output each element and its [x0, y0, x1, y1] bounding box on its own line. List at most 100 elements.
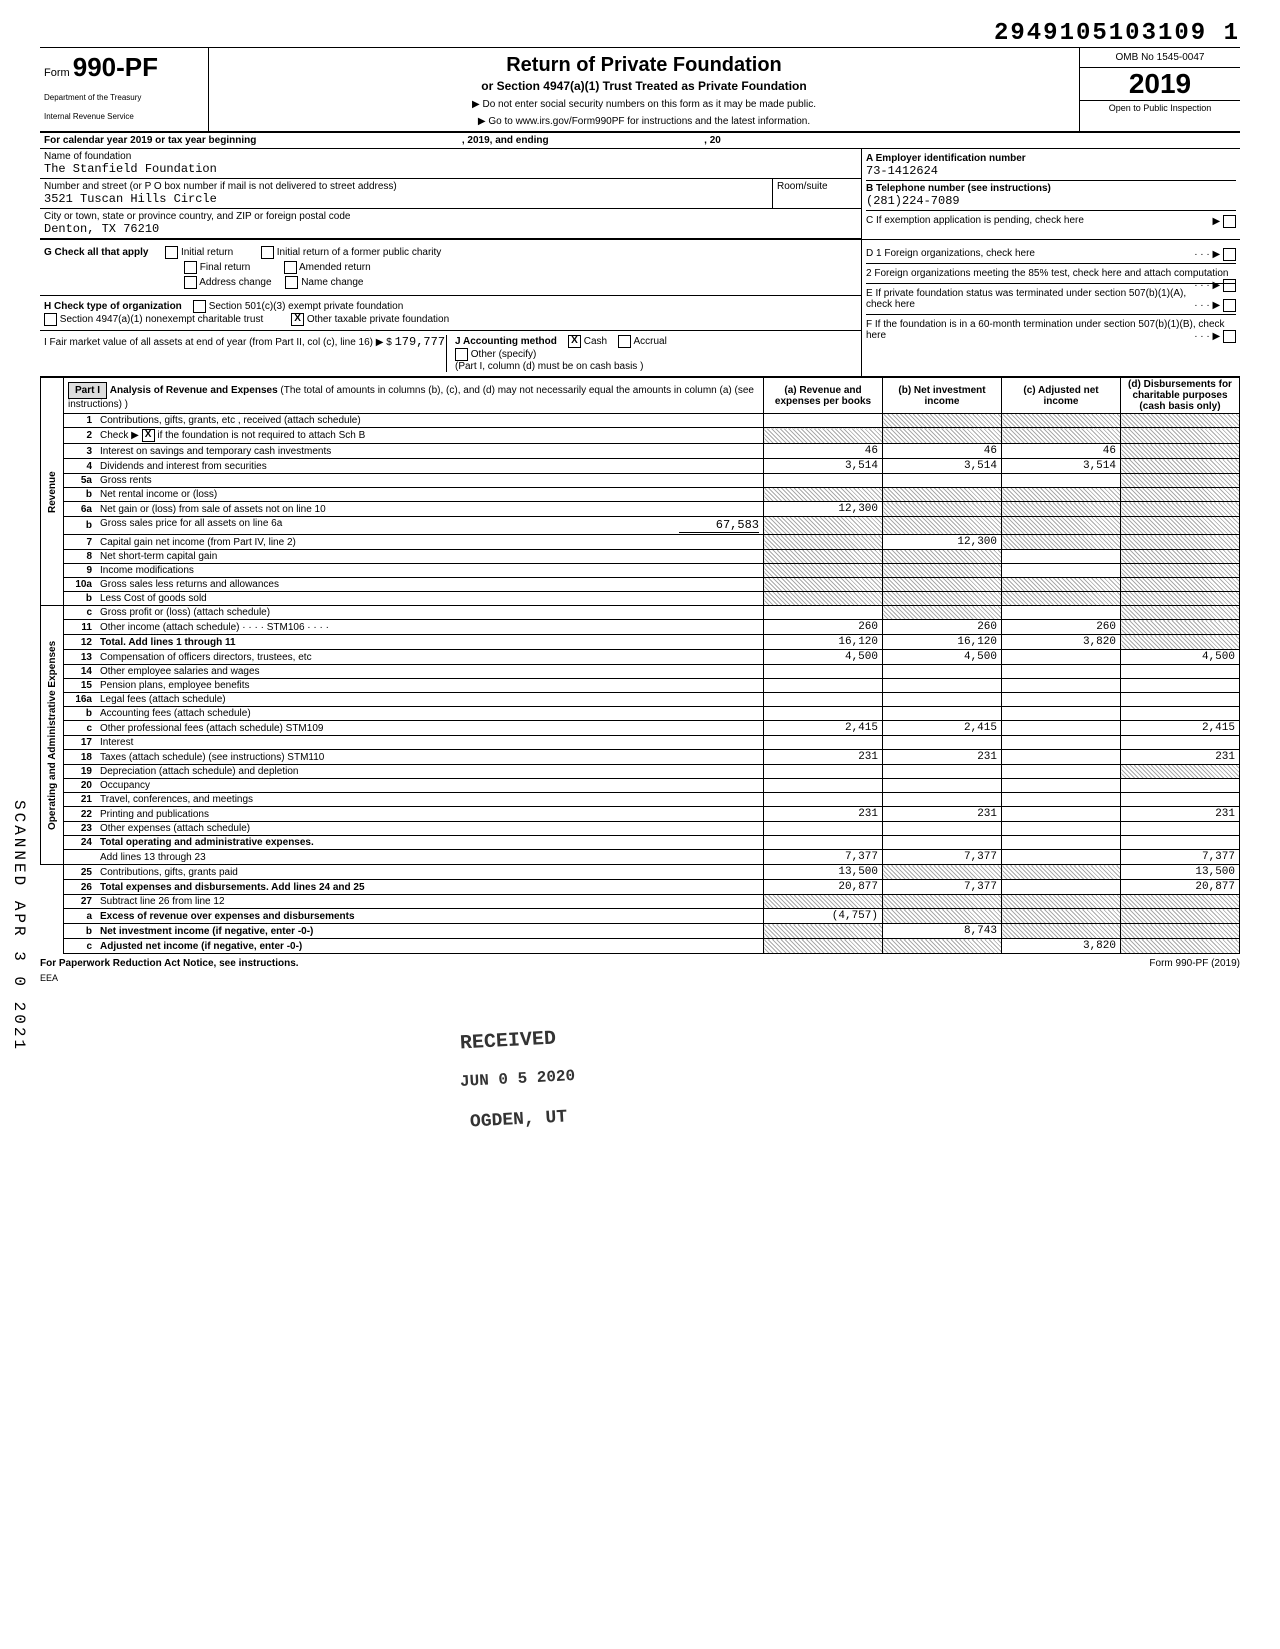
checkbox-e[interactable] — [1223, 299, 1236, 312]
omb-number: OMB No 1545-0047 — [1080, 48, 1240, 68]
part1-note: (Part I, column (d) must be on cash basi… — [455, 361, 643, 372]
line-9: Income modifications — [96, 564, 764, 578]
section-d2: 2 Foreign organizations meeting the 85% … — [866, 268, 1228, 279]
section-e: E If private foundation status was termi… — [866, 288, 1186, 310]
checkbox-501c3[interactable] — [193, 300, 206, 313]
part1-title: Analysis of Revenue and Expenses — [110, 385, 278, 396]
part1-header: Part I — [68, 382, 107, 399]
line-25: Contributions, gifts, grants paid — [96, 865, 764, 880]
form-header: Form 990-PF Department of the Treasury I… — [40, 47, 1240, 133]
page-footer: For Paperwork Reduction Act Notice, see … — [40, 958, 1240, 969]
part1-table: Revenue Part I Analysis of Revenue and E… — [40, 377, 1240, 954]
checkbox-amended[interactable] — [284, 261, 297, 274]
line-4: Dividends and interest from securities — [96, 459, 764, 474]
checkbox-4947[interactable] — [44, 313, 57, 326]
line-1: Contributions, gifts, grants, etc , rece… — [96, 414, 764, 428]
footer-form: Form 990-PF (2019) — [1149, 958, 1240, 969]
line-2: Check ▶ X if the foundation is not requi… — [96, 428, 764, 444]
fmv-value: 179,777 — [395, 335, 445, 349]
line-7: Capital gain net income (from Part IV, l… — [96, 535, 764, 550]
line-17: Interest — [96, 736, 764, 750]
col-b-header: (b) Net investment income — [883, 378, 1002, 414]
line-3: Interest on savings and temporary cash i… — [96, 444, 764, 459]
phone-label: B Telephone number (see instructions) — [866, 183, 1236, 194]
line-22: Printing and publications — [96, 807, 764, 822]
line-5b: Net rental income or (loss) — [96, 488, 764, 502]
line-19: Depreciation (attach schedule) and deple… — [96, 765, 764, 779]
checkbox-cash[interactable]: X — [568, 335, 581, 348]
room-label: Room/suite — [777, 181, 857, 192]
checkbox-other-method[interactable] — [455, 348, 468, 361]
addr-label: Number and street (or P O box number if … — [44, 181, 768, 192]
checkbox-other-taxable[interactable]: X — [291, 313, 304, 326]
col-a-header: (a) Revenue and expenses per books — [764, 378, 883, 414]
foundation-name: The Stanfield Foundation — [44, 162, 857, 176]
section-d1: D 1 Foreign organizations, check here — [866, 248, 1035, 259]
line-27c: Adjusted net income (if negative, enter … — [96, 939, 764, 954]
checkbox-f[interactable] — [1223, 330, 1236, 343]
footer-paperwork: For Paperwork Reduction Act Notice, see … — [40, 958, 299, 969]
received-date-stamp: JUN 0 5 2020 — [460, 1067, 576, 1091]
document-id-number: 2949105103109 1 — [40, 20, 1240, 47]
line-18: Taxes (attach schedule) (see instruction… — [96, 750, 764, 765]
received-stamp: RECEIVED — [459, 1028, 556, 1056]
name-label: Name of foundation — [44, 151, 857, 162]
line-27b: Net investment income (if negative, ente… — [96, 924, 764, 939]
form-title: Return of Private Foundation — [213, 54, 1075, 77]
line-10c: Gross profit or (loss) (attach schedule) — [96, 606, 764, 620]
form-subtitle: or Section 4947(a)(1) Trust Treated as P… — [213, 79, 1075, 93]
line-20: Occupancy — [96, 779, 764, 793]
checkbox-d2[interactable] — [1223, 279, 1236, 292]
checkbox-final[interactable] — [184, 261, 197, 274]
instr-ssn: ▶ Do not enter social security numbers o… — [213, 99, 1075, 110]
open-inspection: Open to Public Inspection — [1080, 101, 1240, 115]
col-c-header: (c) Adjusted net income — [1002, 378, 1121, 414]
checkbox-initial-former[interactable] — [261, 246, 274, 259]
ein-value: 73-1412624 — [866, 164, 1236, 178]
line-11: Other income (attach schedule) · · · · S… — [96, 620, 764, 635]
phone-value: (281)224-7089 — [866, 194, 1236, 208]
instr-web: ▶ Go to www.irs.gov/Form990PF for instru… — [213, 116, 1075, 127]
line-14: Other employee salaries and wages — [96, 665, 764, 679]
line-6a: Net gain or (loss) from sale of assets n… — [96, 502, 764, 517]
line-13: Compensation of officers directors, trus… — [96, 650, 764, 665]
checkbox-d1[interactable] — [1223, 248, 1236, 261]
tax-year: 2019 — [1080, 68, 1240, 101]
expenses-label: Operating and Administrative Expenses — [41, 606, 64, 865]
section-j-label: J Accounting method — [455, 336, 557, 347]
checkbox-accrual[interactable] — [618, 335, 631, 348]
line-8: Net short-term capital gain — [96, 550, 764, 564]
checkbox-line2[interactable]: X — [142, 429, 155, 442]
calendar-year-row: For calendar year 2019 or tax year begin… — [40, 133, 1240, 149]
line-26: Total expenses and disbursements. Add li… — [96, 880, 764, 895]
dept-irs: Internal Revenue Service — [44, 112, 204, 121]
ein-label: A Employer identification number — [866, 153, 1236, 164]
form-number: Form 990-PF — [44, 52, 204, 83]
line-27a: Excess of revenue over expenses and disb… — [96, 909, 764, 924]
line-6b: Gross sales price for all assets on line… — [96, 517, 764, 535]
scanned-stamp: SCANNED APR 3 0 2021 — [10, 800, 28, 1052]
checkbox-c[interactable] — [1223, 215, 1236, 228]
line-15: Pension plans, employee benefits — [96, 679, 764, 693]
section-h-label: H Check type of organization — [44, 301, 182, 312]
checkbox-name-change[interactable] — [285, 276, 298, 289]
line-27: Subtract line 26 from line 12 — [96, 895, 764, 909]
line-10a: Gross sales less returns and allowances — [96, 578, 764, 592]
revenue-label: Revenue — [41, 378, 64, 606]
city-label: City or town, state or province country,… — [44, 211, 857, 222]
section-f: F If the foundation is in a 60-month ter… — [866, 319, 1225, 341]
checkbox-initial[interactable] — [165, 246, 178, 259]
line-24b: Add lines 13 through 23 — [96, 850, 764, 865]
line-10b: Less Cost of goods sold — [96, 592, 764, 606]
line-16b: Accounting fees (attach schedule) — [96, 707, 764, 721]
checkbox-addr-change[interactable] — [184, 276, 197, 289]
line-5a: Gross rents — [96, 474, 764, 488]
line-23: Other expenses (attach schedule) — [96, 822, 764, 836]
dept-treasury: Department of the Treasury — [44, 93, 204, 102]
line-21: Travel, conferences, and meetings — [96, 793, 764, 807]
foundation-address: 3521 Tuscan Hills Circle — [44, 192, 768, 206]
section-i-label: I Fair market value of all assets at end… — [44, 337, 392, 348]
line-24: Total operating and administrative expen… — [96, 836, 764, 850]
line-16a: Legal fees (attach schedule) — [96, 693, 764, 707]
line-16c: Other professional fees (attach schedule… — [96, 721, 764, 736]
